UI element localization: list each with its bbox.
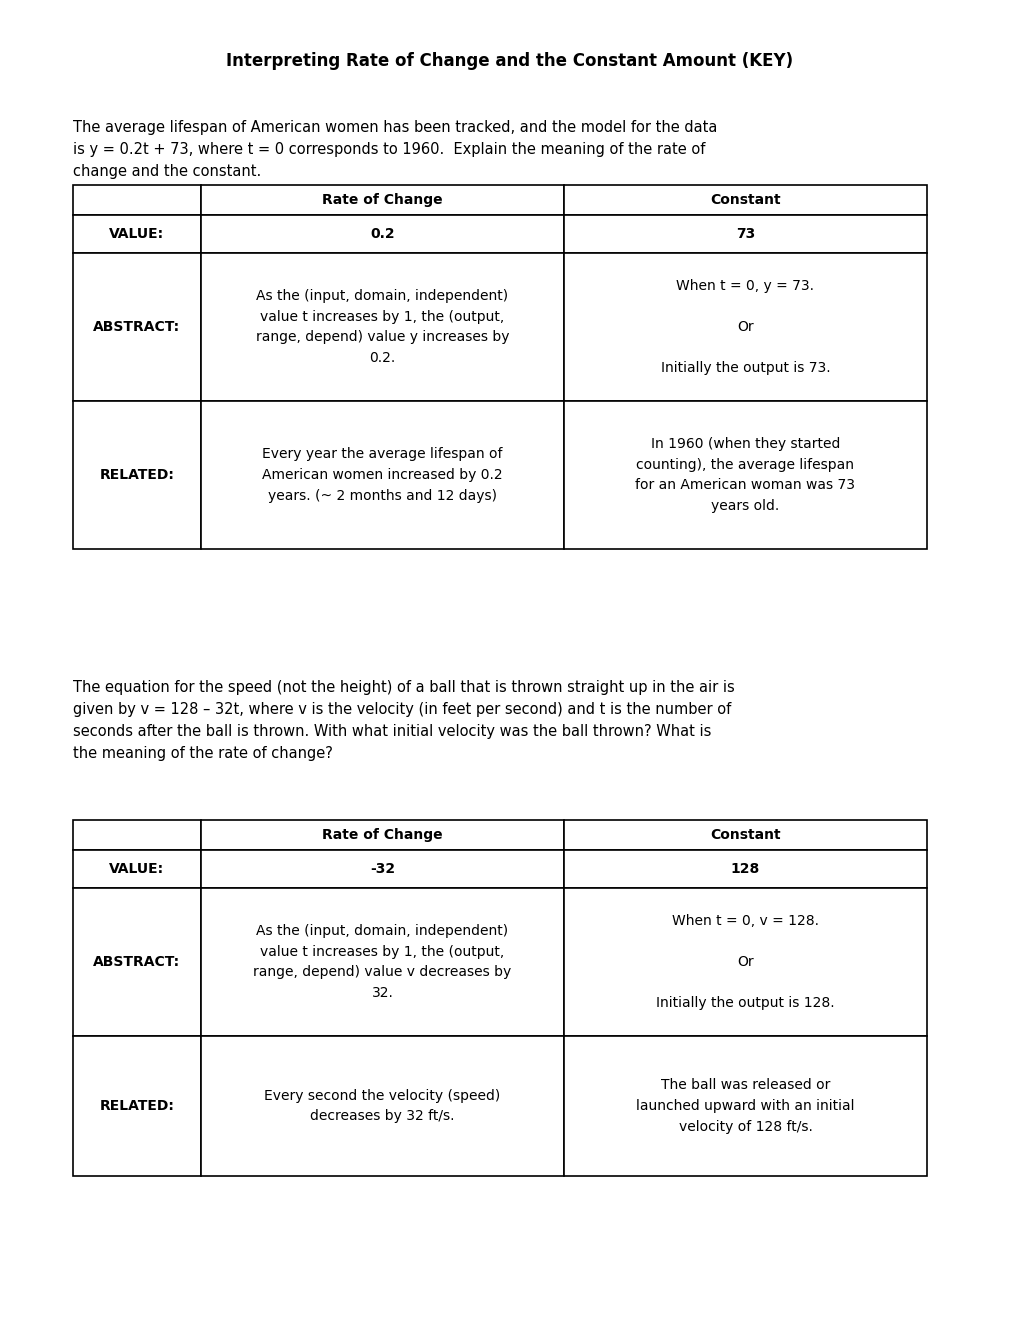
Bar [73, 820, 201, 850]
Text: Constant: Constant [709, 828, 781, 842]
Bar [73, 215, 201, 253]
Text: VALUE:: VALUE: [109, 862, 164, 876]
Text: RELATED:: RELATED: [100, 1100, 174, 1113]
Bar [564, 253, 926, 401]
Bar [201, 401, 564, 549]
Text: In 1960 (when they started
counting), the average lifespan
for an American woman: In 1960 (when they started counting), th… [635, 437, 855, 513]
Text: Interpreting Rate of Change and the Constant Amount (KEY): Interpreting Rate of Change and the Cons… [226, 51, 793, 70]
Bar [201, 253, 564, 401]
Text: Constant: Constant [709, 193, 781, 207]
Text: 73: 73 [735, 227, 754, 242]
Text: -32: -32 [370, 862, 394, 876]
Bar [73, 1036, 201, 1176]
Text: change and the constant.: change and the constant. [73, 164, 261, 180]
Bar [201, 215, 564, 253]
Bar [564, 1036, 926, 1176]
Bar [564, 888, 926, 1036]
Text: Rate of Change: Rate of Change [322, 828, 442, 842]
Text: RELATED:: RELATED: [100, 469, 174, 482]
Bar [564, 185, 926, 215]
Bar [564, 401, 926, 549]
Bar [564, 820, 926, 850]
Text: 0.2: 0.2 [370, 227, 394, 242]
Bar [73, 253, 201, 401]
Text: When t = 0, y = 73.

Or

Initially the output is 73.: When t = 0, y = 73. Or Initially the out… [660, 279, 829, 375]
Text: Every second the velocity (speed)
decreases by 32 ft/s.: Every second the velocity (speed) decrea… [264, 1089, 500, 1123]
Text: When t = 0, v = 128.

Or

Initially the output is 128.: When t = 0, v = 128. Or Initially the ou… [655, 913, 834, 1010]
Bar [564, 850, 926, 888]
Text: As the (input, domain, independent)
value t increases by 1, the (output,
range, : As the (input, domain, independent) valu… [253, 924, 512, 1001]
Text: The average lifespan of American women has been tracked, and the model for the d: The average lifespan of American women h… [73, 120, 716, 135]
Text: Every year the average lifespan of
American women increased by 0.2
years. (~ 2 m: Every year the average lifespan of Ameri… [262, 447, 502, 503]
Text: given by v = 128 – 32t, where v is the velocity (in feet per second) and t is th: given by v = 128 – 32t, where v is the v… [73, 702, 731, 717]
Text: Rate of Change: Rate of Change [322, 193, 442, 207]
Text: the meaning of the rate of change?: the meaning of the rate of change? [73, 746, 332, 762]
Bar [73, 185, 201, 215]
Text: The ball was released or
launched upward with an initial
velocity of 128 ft/s.: The ball was released or launched upward… [636, 1078, 854, 1134]
Text: As the (input, domain, independent)
value t increases by 1, the (output,
range, : As the (input, domain, independent) valu… [256, 289, 508, 364]
Bar [73, 850, 201, 888]
Text: ABSTRACT:: ABSTRACT: [94, 319, 180, 334]
Bar [201, 888, 564, 1036]
Bar [201, 185, 564, 215]
Bar [73, 401, 201, 549]
Bar [201, 820, 564, 850]
Text: is y = 0.2t + 73, where t = 0 corresponds to 1960.  Explain the meaning of the r: is y = 0.2t + 73, where t = 0 correspond… [73, 143, 705, 157]
Text: seconds after the ball is thrown. With what initial velocity was the ball thrown: seconds after the ball is thrown. With w… [73, 723, 710, 739]
Bar [564, 215, 926, 253]
Text: The equation for the speed (not the height) of a ball that is thrown straight up: The equation for the speed (not the heig… [73, 680, 734, 696]
Text: ABSTRACT:: ABSTRACT: [94, 954, 180, 969]
Text: VALUE:: VALUE: [109, 227, 164, 242]
Text: 128: 128 [731, 862, 759, 876]
Bar [201, 850, 564, 888]
Bar [201, 1036, 564, 1176]
Bar [73, 888, 201, 1036]
